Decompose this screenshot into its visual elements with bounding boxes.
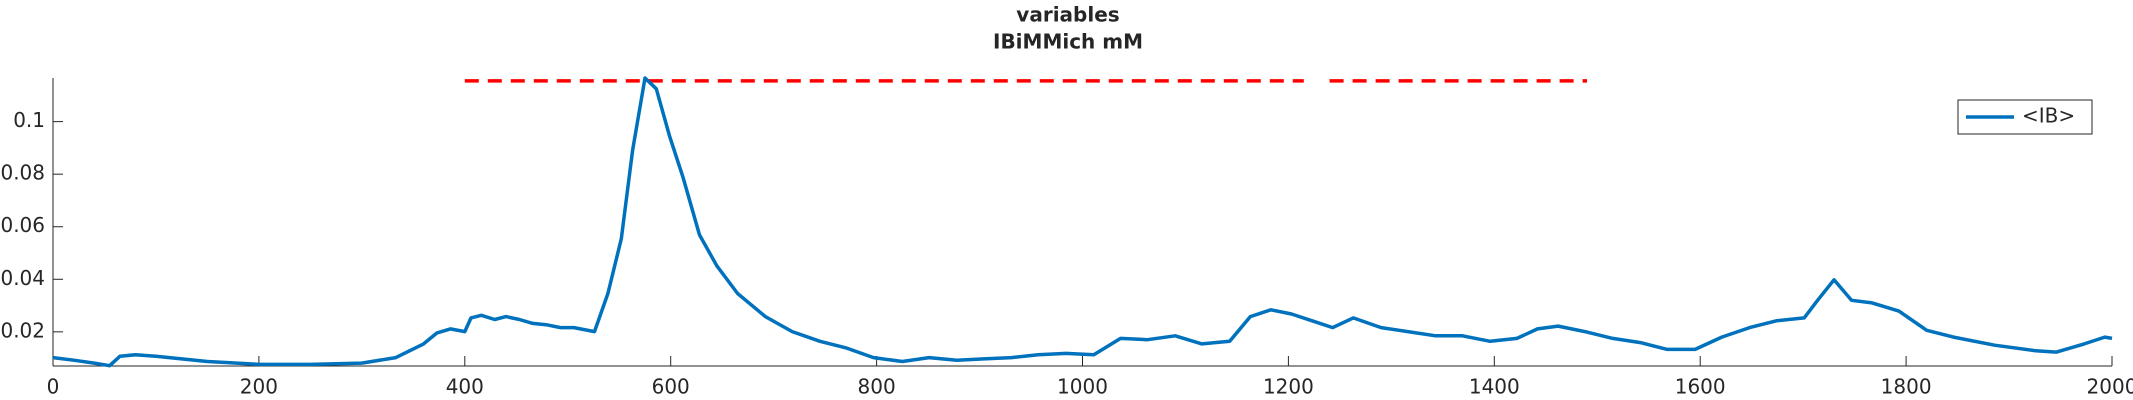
- x-tick-label: 400: [446, 375, 484, 399]
- x-tick-label: 800: [858, 375, 896, 399]
- x-tick-label: 1800: [1881, 375, 1932, 399]
- x-tick-label: 0: [47, 375, 60, 399]
- x-tick-label: 200: [240, 375, 278, 399]
- chart-subtitle: IBiMMich mM: [993, 30, 1143, 54]
- x-tick-label: 1000: [1057, 375, 1108, 399]
- y-tick-label: 0.02: [0, 318, 45, 342]
- x-tick-label: 2000: [2087, 375, 2133, 399]
- legend-label: <IB>: [2022, 104, 2075, 128]
- x-tick-label: 1200: [1263, 375, 1314, 399]
- y-tick-label: 0.04: [0, 266, 45, 290]
- y-tick-label: 0.1: [13, 108, 45, 132]
- x-tick-label: 600: [652, 375, 690, 399]
- x-tick-label: 1400: [1469, 375, 1520, 399]
- y-tick-label: 0.08: [0, 161, 45, 185]
- x-tick-label: 1600: [1675, 375, 1726, 399]
- y-tick-label: 0.06: [0, 213, 45, 237]
- chart-title: variables: [1016, 3, 1119, 27]
- data-line: [52, 76, 2113, 368]
